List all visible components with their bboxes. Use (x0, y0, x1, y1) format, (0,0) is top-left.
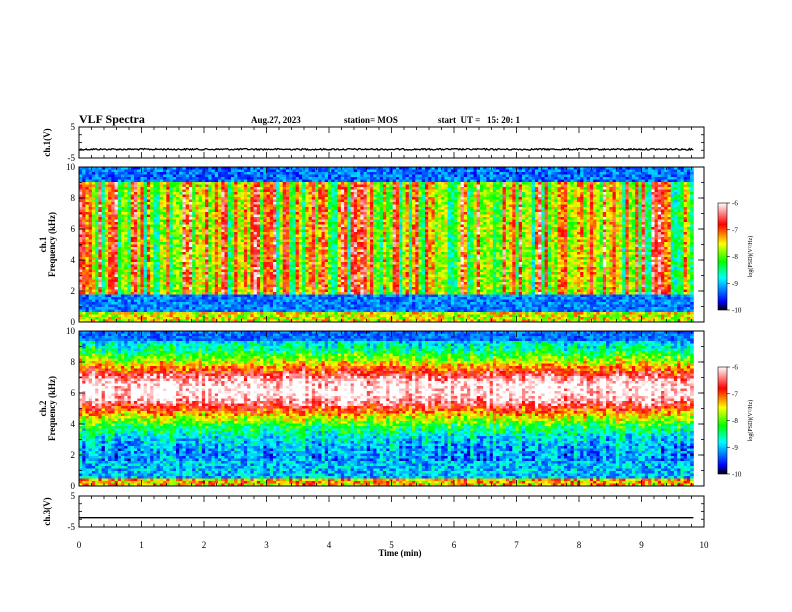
colorbar-title: log(PSD)(V²/Hz) (747, 236, 754, 277)
x-tick-label: 7 (514, 540, 519, 550)
station-label: station= MOS (344, 115, 398, 125)
start-ut-label: start UT = 15: 20: 1 (438, 115, 520, 125)
y-tick-label: 6 (71, 224, 76, 234)
colorbar-tick-label: -8 (732, 417, 738, 425)
y-tick-label: 5 (71, 491, 76, 501)
y-tick-label: 4 (71, 419, 76, 429)
figure-title: VLF Spectra (79, 112, 145, 126)
x-tick-label: 8 (577, 540, 582, 550)
colorbar-tick-label: -10 (732, 307, 742, 315)
ch2-colorbar: -6 -7 -8 -9 -10 log(PSD)(V²/Hz) (718, 364, 754, 479)
y-tick-label: 6 (71, 388, 76, 398)
x-tick-label: 9 (639, 540, 644, 550)
x-tick-label: 2 (202, 540, 207, 550)
x-tick-label: 10 (700, 540, 710, 550)
y-axis-title: Frequency (kHz) (47, 376, 57, 441)
colorbar-tick-label: -6 (732, 200, 738, 208)
y-tick-label: 5 (71, 122, 76, 132)
x-tick-label: 1 (139, 540, 144, 550)
y-tick-label: 0 (71, 481, 76, 491)
y-axis-title: ch.1(V) (42, 128, 52, 156)
y-tick-label: 4 (71, 255, 76, 265)
colorbar-gradient (718, 367, 727, 474)
colorbar-tick-label: -10 (732, 471, 742, 479)
ch1-waveform-panel: 5-5ch.1(V) (42, 122, 704, 163)
colorbar-tick-label: -8 (732, 253, 738, 261)
vlf-figure: VLF Spectra Aug.27, 2023 station= MOS st… (0, 0, 792, 612)
ch3-waveform-panel: 5 -5 ch.3(V) (42, 491, 704, 532)
x-tick-label: 4 (327, 540, 332, 550)
colorbar-tick-label: -6 (732, 364, 738, 372)
y-axis-title: ch.3(V) (42, 497, 52, 525)
y-tick-label: 2 (71, 450, 76, 460)
colorbar-gradient (718, 203, 727, 310)
y-tick-label: 8 (71, 357, 76, 367)
y-tick-label: 10 (66, 326, 76, 336)
x-tick-label: 6 (452, 540, 457, 550)
colorbar-tick-label: -7 (732, 390, 738, 398)
y-tick-label: 10 (66, 162, 76, 172)
spectrogram-cells (79, 167, 694, 322)
colorbar-title: log(PSD)(V²/Hz) (747, 400, 754, 441)
y-tick-label: 2 (71, 286, 76, 296)
spectrogram-cells (79, 331, 694, 486)
date-label: Aug.27, 2023 (251, 115, 301, 125)
y-axis-title: Frequency (kHz) (47, 212, 57, 277)
x-tick-label: 0 (77, 540, 82, 550)
ch1-colorbar: -6 -7 -8 -9 -10 log(PSD)(V²/Hz) (718, 200, 754, 315)
colorbar-tick-label: -9 (732, 444, 738, 452)
colorbar-tick-label: -9 (732, 280, 738, 288)
y-tick-label: -5 (68, 522, 76, 532)
x-axis-title: Time (min) (378, 548, 421, 558)
y-tick-label: 8 (71, 193, 76, 203)
colorbar-tick-label: -7 (732, 226, 738, 234)
x-tick-label: 3 (264, 540, 269, 550)
